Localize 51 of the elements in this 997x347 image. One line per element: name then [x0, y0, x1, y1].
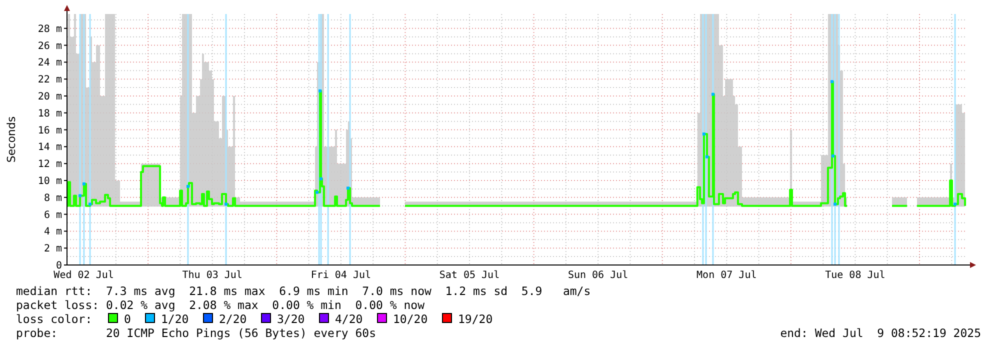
point: [186, 184, 190, 188]
legend-label: 19/20: [458, 312, 493, 326]
point: [702, 132, 706, 136]
text: probe: 20 ICMP Echo Pings (56 Bytes) every 60s: [16, 326, 376, 340]
y-tick-label: 10 m: [38, 176, 62, 187]
point: [711, 92, 714, 96]
legend-label: 10/20: [393, 312, 428, 326]
y-tick-label: 4 m: [44, 226, 62, 238]
point: [78, 194, 82, 198]
x-tick-label: Fri 04 Jul: [310, 270, 372, 281]
y-tick-label: 12 m: [38, 159, 62, 170]
text: packet loss: 0.02 % avg 2.08 % max 0.00 % min 0.00 % now: [16, 298, 425, 312]
x-tick-label: Wed 02 Jul: [54, 270, 114, 281]
y-tick-label: 28 m: [38, 24, 62, 35]
point: [224, 202, 228, 206]
y-tick-label: 20 m: [38, 91, 62, 102]
y-tick-label: 2 m: [44, 244, 62, 255]
y-tick-label: 22 m: [38, 74, 62, 86]
y-tick-label: 26 m: [38, 40, 62, 52]
y-tick-label: 8 m: [44, 192, 62, 204]
y-tick-label: 6 m: [44, 210, 62, 221]
x-tick-label: Tue 08 Jul: [825, 270, 886, 281]
x-tick-label: Thu 03 Jul: [182, 270, 242, 281]
point: [82, 182, 86, 186]
y-tick-label: 16 m: [38, 125, 62, 136]
y-tick-label: 24 m: [38, 58, 62, 69]
y-tick-label: 0: [56, 260, 62, 272]
legend-label: 2/20: [219, 312, 247, 326]
y-tick-label: 14 m: [38, 142, 62, 154]
text: end: Wed Jul 9 08:52:19 2025: [780, 326, 981, 340]
legend-label: 0: [124, 312, 131, 326]
x-tick-label: Sun 06 Jul: [568, 270, 628, 281]
y-axis-title: Seconds: [5, 116, 18, 163]
point: [834, 202, 837, 206]
legend-title: loss color:: [16, 312, 92, 326]
point: [954, 202, 957, 206]
point: [88, 202, 92, 206]
text: median rtt: 7.3 ms avg 21.8 ms max 6.9 ms min 7.0 ms now 1.2 ms sd 5.9 am/s: [16, 284, 591, 298]
point: [830, 80, 834, 84]
x-tick-label: Mon 07 Jul: [696, 270, 757, 281]
x-tick-label: Sat 05 Jul: [439, 270, 500, 281]
legend-label: 1/20: [161, 312, 189, 326]
point: [320, 177, 323, 180]
point: [346, 186, 350, 190]
legend-label: 3/20: [277, 312, 305, 326]
point: [316, 190, 318, 194]
point: [831, 154, 834, 158]
point: [318, 89, 322, 92]
legend-label: 4/20: [335, 312, 363, 326]
y-tick-label: 18 m: [38, 108, 62, 120]
point: [706, 155, 708, 158]
